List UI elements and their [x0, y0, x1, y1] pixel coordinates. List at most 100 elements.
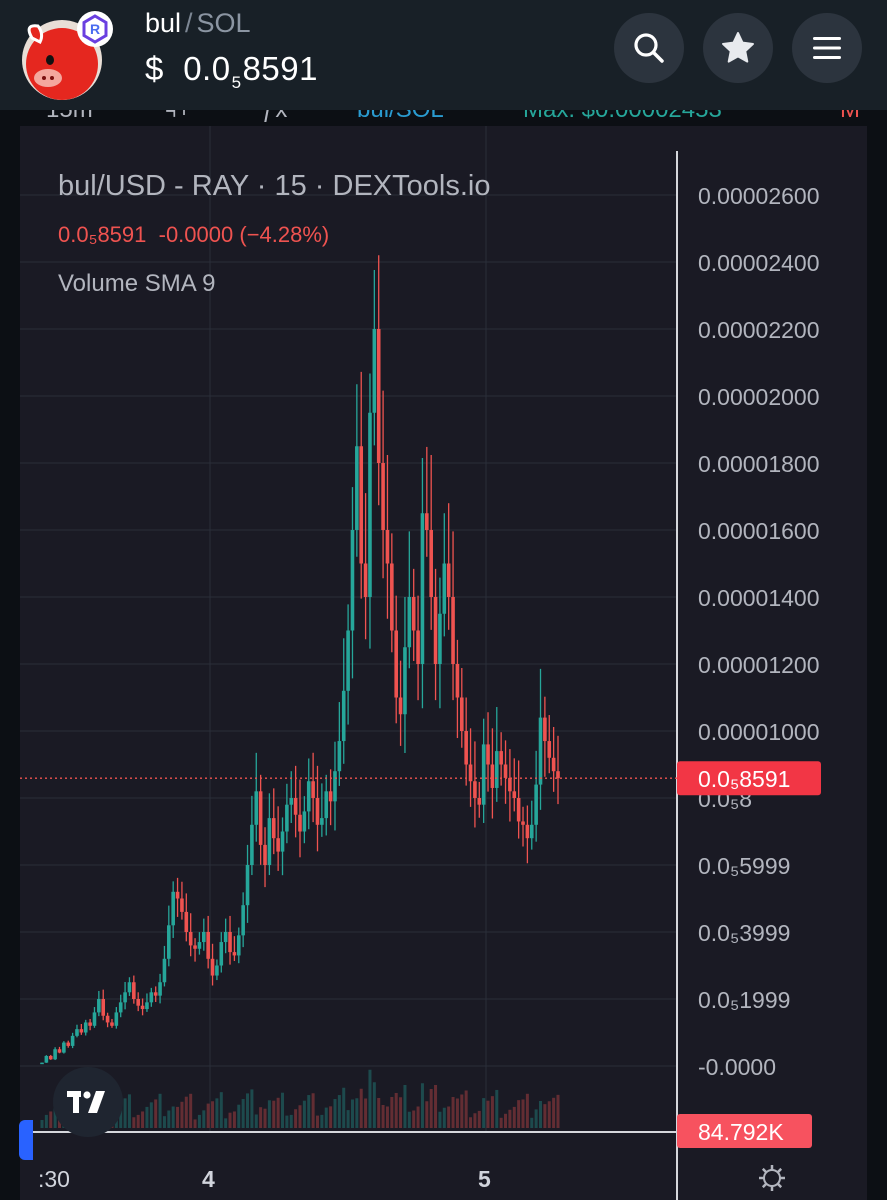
candle-body: [88, 1022, 92, 1026]
volume-bar: [228, 1112, 232, 1128]
volume-bar: [127, 1094, 131, 1128]
candle-body: [114, 1012, 119, 1026]
volume-bar: [294, 1109, 298, 1128]
candle-body: [490, 764, 495, 788]
menu-button[interactable]: [792, 13, 862, 83]
candle-body: [70, 1035, 75, 1046]
volume-bar: [403, 1085, 407, 1128]
volume-bar: [482, 1098, 486, 1128]
candle-body: [464, 731, 468, 765]
candle-body: [188, 932, 193, 946]
y-axis-tick-label: 0.00002600: [698, 183, 820, 209]
svg-text:R: R: [90, 21, 100, 37]
candle-body: [390, 563, 394, 631]
y-axis-tick-label: 0.00001200: [698, 652, 820, 678]
volume-bar: [447, 1106, 451, 1128]
pair-toggle[interactable]: bul/SOL: [357, 110, 444, 124]
candle-body: [276, 838, 280, 852]
volume-bar: [521, 1099, 525, 1128]
gear-icon[interactable]: [759, 1165, 785, 1191]
volume-bar: [259, 1107, 263, 1128]
candle-body: [425, 513, 429, 530]
candle-body: [324, 791, 329, 819]
candle-body: [66, 1042, 71, 1046]
candle-body: [215, 965, 219, 976]
candle-body: [101, 999, 106, 1016]
volume-bar: [552, 1097, 556, 1128]
hamburger-menu-icon: [813, 37, 841, 59]
candle-body: [171, 891, 175, 926]
volume-bar: [246, 1093, 250, 1128]
candle-body: [521, 821, 525, 825]
y-axis-tick-label: 0.00001400: [698, 585, 820, 611]
candle-body: [184, 911, 189, 932]
candle-body: [75, 1029, 79, 1036]
volume-bar: [171, 1106, 175, 1128]
volume-bar: [416, 1106, 420, 1128]
candle-type-button[interactable]: ⫞+: [165, 110, 191, 124]
y-axis-tick-label: 0.00002400: [698, 250, 820, 276]
volume-bar: [298, 1105, 302, 1128]
y-axis-tick-label: 0.00002200: [698, 317, 820, 343]
volume-bar: [464, 1090, 468, 1128]
price-tail: 8591: [242, 50, 318, 87]
volume-bar: [346, 1110, 350, 1128]
volume-bar: [438, 1111, 442, 1128]
candle-body: [311, 781, 315, 798]
candle-body: [433, 597, 438, 664]
tradingview-logo-button[interactable]: [53, 1067, 123, 1137]
volume-bar: [250, 1089, 254, 1128]
price-chart[interactable]: 0.00002600 0.00002400 0.00002200 0.00002000…: [20, 126, 867, 1200]
volume-bar: [455, 1098, 459, 1128]
candle-body: [228, 932, 232, 953]
volume-bar: [530, 1117, 534, 1128]
favorite-button[interactable]: [703, 13, 773, 83]
chart-title: bul/USD - RAY · 15 · DEXTools.io: [58, 170, 491, 202]
candle-body: [381, 463, 385, 530]
volume-bar: [364, 1098, 368, 1128]
candle-body: [481, 744, 486, 805]
interval-button[interactable]: 15m: [46, 110, 93, 124]
indicator-legend[interactable]: Volume SMA 9: [58, 270, 216, 297]
candle-body: [145, 1002, 149, 1010]
chart-canvas[interactable]: 0.00002600 0.00002400 0.00002200 0.00002000…: [20, 126, 867, 1200]
candle-body: [236, 935, 241, 956]
candle-body: [512, 791, 517, 798]
y-axis-tick-label: -0.0000: [698, 1054, 776, 1080]
candle-body: [123, 992, 127, 1003]
volume-tag: 84.792K: [698, 1119, 784, 1145]
volume-bar: [311, 1093, 315, 1128]
volume-bar: [504, 1113, 508, 1128]
volume-bar: [429, 1089, 433, 1128]
volume-bar: [123, 1098, 127, 1128]
volume-bar: [434, 1085, 438, 1128]
volume-bar: [180, 1101, 184, 1128]
volume-bar: [368, 1069, 372, 1128]
volume-bar: [211, 1101, 215, 1128]
candle-body: [289, 798, 294, 805]
legend-change: -0.0000: [158, 222, 234, 247]
indicators-button[interactable]: ƒx: [262, 110, 287, 124]
volume-bar: [132, 1117, 136, 1128]
candle-body: [534, 784, 538, 825]
search-button[interactable]: [614, 13, 684, 83]
volume-bar: [372, 1082, 376, 1128]
candle-body: [494, 751, 499, 788]
candle-body: [368, 412, 372, 597]
candle-body: [254, 791, 259, 825]
volume-bar: [350, 1099, 354, 1128]
star-icon: [722, 32, 754, 63]
volume-bar: [176, 1106, 180, 1128]
candle-body: [48, 1055, 53, 1060]
scroll-handle[interactable]: [19, 1120, 33, 1160]
raydium-badge-icon: R: [77, 11, 113, 47]
volume-bar: [219, 1092, 223, 1128]
legend-price: 0.0₅8591: [58, 222, 147, 247]
volume-bar: [473, 1113, 477, 1128]
candle-body: [193, 945, 197, 949]
candle-body: [136, 999, 141, 1006]
top-bar: R bul / SOL $ 0.058591: [0, 0, 887, 110]
y-axis-tick-label: 0.0₅5999: [698, 853, 790, 879]
volume-bar: [534, 1109, 538, 1128]
candle-body: [503, 764, 508, 778]
